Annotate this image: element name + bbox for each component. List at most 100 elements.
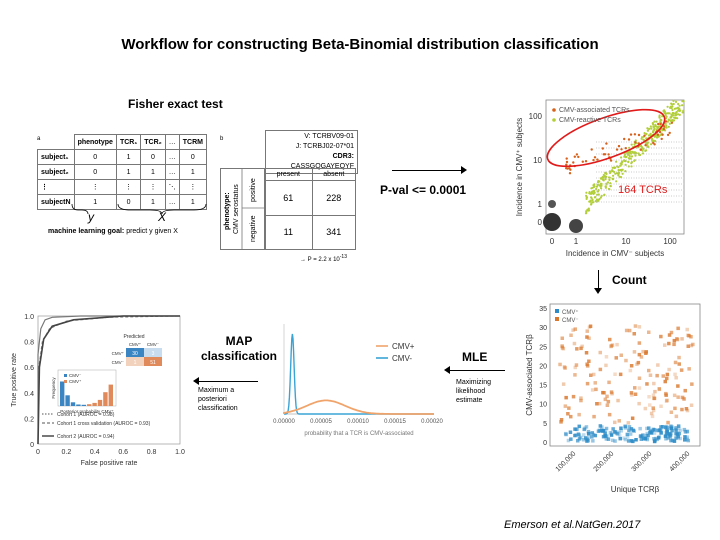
cmv-neg-point [576,432,581,436]
cmv-pos-point [589,373,593,377]
cmv-pos-point [644,350,648,354]
cmv-pos-point [674,414,679,419]
cmv-pos-point [645,382,649,386]
cmv-pos-point [637,341,642,345]
roc-legend-label: Cohort 1 (AUROC = 0.98) [57,412,115,418]
hist-bar [81,404,86,406]
cmv-pos-point [629,391,634,395]
cmv-pos-point [609,390,614,394]
cmv-pos-point [569,414,573,419]
y-tick-label: 30 [539,325,547,332]
inset-cell-value: 30 [132,351,138,357]
cmv-neg-point [677,426,681,431]
cmv-pos-point [598,367,603,372]
cmv-neg-point [672,439,677,443]
cmv-neg-point [632,429,636,433]
associated-point [659,122,662,126]
cmv-pos-point [647,395,651,399]
origin-bubble [548,200,556,208]
y-tick-label: 0 [30,442,34,449]
matrix-cell: subject₁ [37,149,75,165]
cmv-pos-point [567,406,571,410]
cmv-pos-point [575,347,579,351]
cmv-neg-point [583,426,587,430]
reactive-point [646,145,649,148]
cmv-neg-point [619,429,623,433]
reactive-point [634,154,637,157]
inset-col-label: CMV⁻ [147,342,160,347]
cmv-pos-point [677,355,681,360]
cmv-pos-point [604,355,609,359]
associated-point [569,168,572,171]
cmv-pos-point [677,362,681,366]
associated-point [639,148,642,151]
reactive-point [640,137,643,140]
associated-point [656,133,660,136]
inset-cell [144,348,162,357]
cmv-neg-point [604,434,609,438]
cmv-neg-point [676,424,681,428]
cmv-pos-point [651,393,656,397]
reactive-point [653,128,656,131]
legend-marker [552,118,556,122]
cmv-pos-point [585,335,589,339]
hist-legend-label: CMV⁺ [69,379,82,384]
cmv-pos-point [601,390,605,395]
hist-bar [97,399,103,406]
matrix-cell: 1 [140,164,166,180]
phenotype-label: phenotype: [224,192,231,230]
cmv-neg-point [675,432,680,437]
x-tick-label: 0.6 [118,449,128,456]
cmv-pos-point [624,328,629,333]
matrix-row: subject₁ 0 1 0 … 0 [37,149,208,165]
cmv-neg-point [619,426,623,430]
legend-label: CMV+ [392,342,415,351]
cmv-neg-point [658,428,663,433]
associated-point [565,167,568,170]
cmv-neg-point [623,424,628,429]
cmv-pos-point [664,399,669,403]
associated-point [658,130,662,134]
cmv-pos-point [637,401,641,406]
reactive-point [585,211,588,214]
reactive-point [665,126,668,129]
cmv-pos-point [608,337,612,342]
cmv-pos-point [607,380,611,385]
cmv-pos-point [588,324,593,328]
cmv-pos-point [676,326,680,331]
cmv-neg-point [659,425,663,429]
mle-label: MLE [462,350,488,364]
cmv-neg-point [683,430,688,434]
x-tick-label: 10 [622,237,631,246]
cmv-pos-point [637,386,642,390]
matrix-header-tcr1: TCR₁ [115,134,142,150]
reactive-point [654,140,657,143]
hist-bar [87,404,92,406]
callout-ellipse [546,108,666,168]
reactive-point [628,151,631,154]
cmv-pos-point [592,372,596,377]
reactive-point [675,107,678,110]
matrix-cell: subject₂ [37,164,75,180]
reactive-point [638,153,641,157]
cmv-neg-point [586,438,590,443]
matrix-row: ⋮ ⋮ ⋮ ⋮ ⋱ ⋮ [37,179,208,195]
cmv-pos-point [592,414,596,419]
cmv-neg-point [638,434,642,438]
cmv-pos-point [669,330,674,335]
x-tick-label: 200,000 [593,450,616,473]
contingency-table: present absent 61 228 11 341 [264,168,357,250]
x-tick-label: 100 [663,237,677,246]
cmv-neg-point [653,438,657,443]
reactive-point [671,108,674,112]
cmv-neg-point [664,437,668,441]
cmv-neg-point [683,435,687,439]
y-tick-label: 1 [538,200,543,209]
reactive-point [666,120,669,123]
reactive-point [609,182,612,185]
reactive-point [650,143,653,146]
reactive-point [682,109,685,112]
fisher-heading: Fisher exact test [128,97,223,111]
reactive-point [655,133,658,137]
reactive-point [656,126,660,129]
